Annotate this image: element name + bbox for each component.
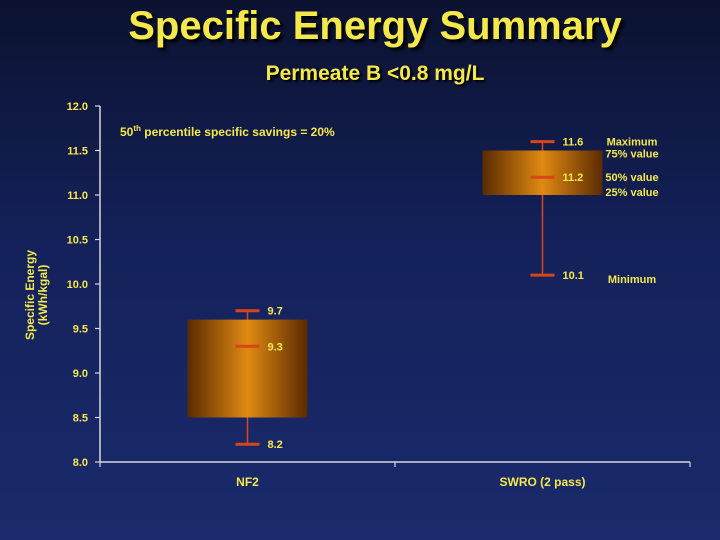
legend-median: 50% value bbox=[605, 172, 658, 184]
legend-maximum: Maximum bbox=[607, 137, 658, 149]
y-tick-label: 9.5 bbox=[73, 324, 88, 336]
y-axis-label: Specific Energy (kWh/kgal) bbox=[23, 225, 50, 365]
value-label-maximum: 9.7 bbox=[268, 306, 283, 318]
value-label-minimum: 10.1 bbox=[563, 270, 584, 282]
y-tick-label: 10.5 bbox=[67, 235, 88, 247]
value-label-median: 11.2 bbox=[563, 172, 584, 184]
legend-minimum: Minimum bbox=[608, 274, 656, 286]
y-tick-label: 10.0 bbox=[67, 279, 88, 291]
value-label-minimum: 8.2 bbox=[268, 439, 283, 451]
y-tick-label: 8.5 bbox=[73, 413, 88, 425]
y-axis-label-line2: (kWh/kgal) bbox=[36, 264, 50, 326]
chart-title: Specific Energy Summary bbox=[128, 4, 622, 48]
box-iqr bbox=[187, 319, 308, 418]
box-iqr bbox=[482, 150, 603, 195]
value-label-maximum: 11.6 bbox=[563, 137, 584, 149]
legend-q1: 25% value bbox=[605, 187, 658, 199]
legend-q3: 75% value bbox=[605, 149, 658, 161]
chart-subtitle: Permeate B <0.8 mg/L bbox=[265, 62, 485, 85]
y-tick-label: 11.5 bbox=[67, 146, 88, 158]
value-label-median: 9.3 bbox=[268, 341, 283, 353]
y-tick-label: 9.0 bbox=[73, 368, 88, 380]
y-tick-label: 11.0 bbox=[67, 190, 88, 202]
y-tick-label: 12.0 bbox=[67, 101, 88, 113]
x-category-label: SWRO (2 pass) bbox=[499, 475, 585, 489]
y-tick-label: 8.0 bbox=[73, 457, 88, 469]
annotation-text: 50th percentile specific savings = 20% bbox=[120, 124, 335, 139]
x-category-label: NF2 bbox=[236, 475, 259, 489]
